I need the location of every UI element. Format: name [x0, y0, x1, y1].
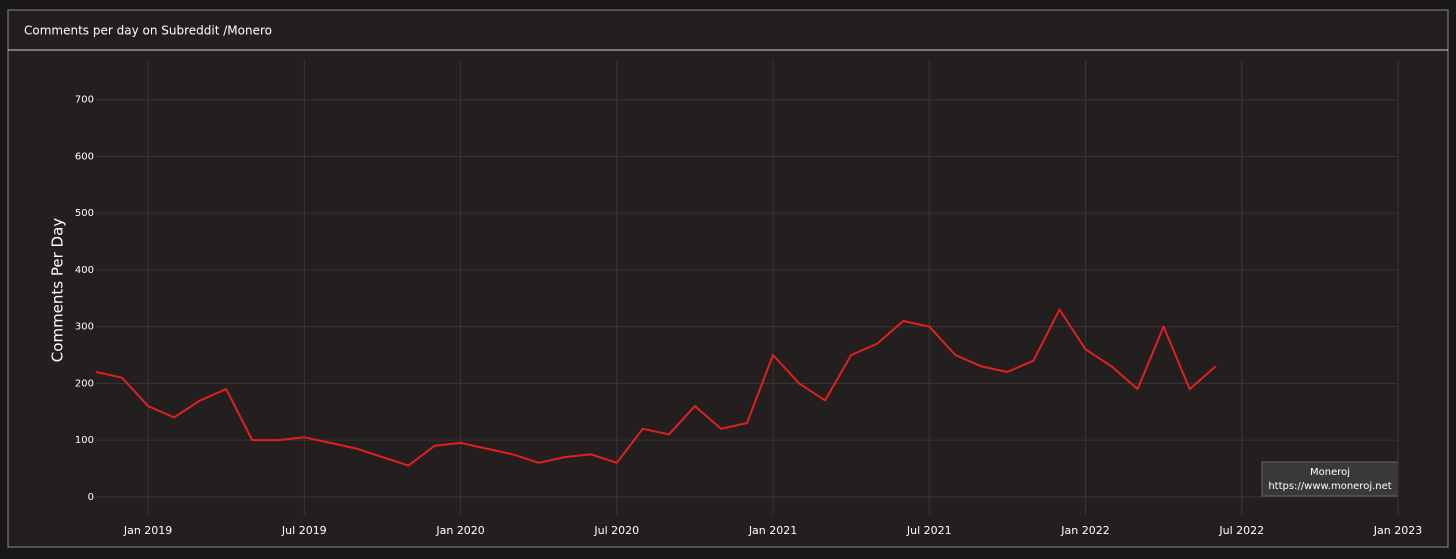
x-tick-label: Jan 2020	[435, 524, 484, 537]
y-tick-label: 300	[75, 322, 94, 333]
x-tick-label: Jul 2022	[1218, 524, 1264, 537]
watermark-url: https://www.moneroj.net	[1268, 481, 1391, 492]
y-tick-label: 400	[75, 265, 94, 276]
x-tick-label: Jan 2023	[1373, 524, 1422, 537]
x-tick-label: Jan 2019	[123, 524, 172, 537]
y-tick-label: 700	[75, 95, 94, 106]
x-tick-label: Jan 2021	[748, 524, 797, 537]
x-tick-label: Jan 2022	[1060, 524, 1109, 537]
x-tick-label: Jul 2021	[906, 524, 952, 537]
panel	[7, 9, 1449, 548]
chart-title: Comments per day on Subreddit /Monero	[24, 24, 272, 38]
y-axis-title: Comments Per Day	[49, 218, 67, 362]
watermark-name: Moneroj	[1310, 467, 1350, 478]
y-tick-label: 200	[75, 378, 94, 389]
y-tick-label: 500	[75, 208, 94, 219]
x-tick-label: Jul 2019	[281, 524, 327, 537]
y-tick-label: 600	[75, 151, 94, 162]
x-tick-label: Jul 2020	[593, 524, 639, 537]
y-tick-label: 0	[88, 492, 94, 503]
y-tick-label: 100	[75, 435, 94, 446]
data-line	[95, 308, 1217, 467]
